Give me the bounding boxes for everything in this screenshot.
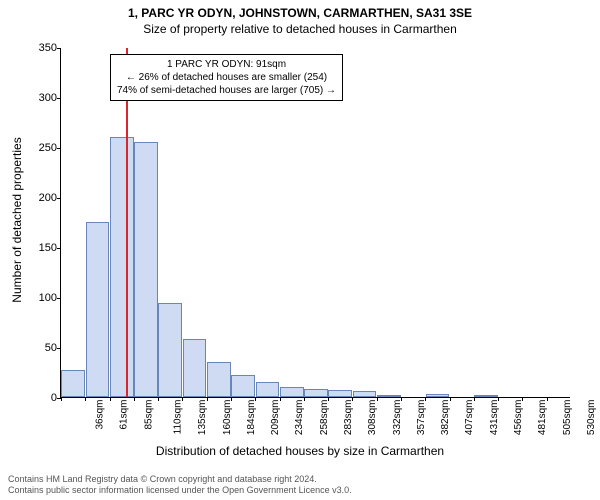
x-tick-label: 184sqm	[246, 400, 257, 436]
x-tick-mark	[182, 397, 183, 401]
y-tick-label: 150	[23, 242, 57, 254]
x-tick-label: 258sqm	[319, 400, 330, 436]
x-tick-label: 209sqm	[270, 400, 281, 436]
x-tick-label: 357sqm	[416, 400, 427, 436]
y-tick-mark	[57, 98, 61, 99]
histogram-bar	[256, 382, 280, 397]
annotation-box: 1 PARC YR ODYN: 91sqm ← 26% of detached …	[110, 54, 343, 101]
y-tick-mark	[57, 348, 61, 349]
histogram-bar	[134, 142, 158, 397]
histogram-bar	[474, 395, 498, 397]
annotation-line3: 74% of semi-detached houses are larger (…	[117, 84, 336, 97]
x-tick-label: 530sqm	[586, 400, 597, 436]
x-tick-mark	[522, 397, 523, 401]
x-tick-label: 160sqm	[222, 400, 233, 436]
histogram-bar	[304, 389, 328, 397]
y-tick-label: 300	[23, 92, 57, 104]
x-tick-mark	[280, 397, 281, 401]
x-tick-mark	[377, 397, 378, 401]
x-tick-mark	[85, 397, 86, 401]
y-tick-mark	[57, 198, 61, 199]
x-tick-label: 283sqm	[343, 400, 354, 436]
footer-line1: Contains HM Land Registry data © Crown c…	[8, 474, 592, 485]
x-tick-label: 382sqm	[440, 400, 451, 436]
x-tick-mark	[498, 397, 499, 401]
x-tick-mark	[352, 397, 353, 401]
x-tick-mark	[231, 397, 232, 401]
x-tick-mark	[207, 397, 208, 401]
histogram-bar	[280, 387, 304, 397]
chart-subtitle: Size of property relative to detached ho…	[0, 20, 600, 36]
y-tick-label: 100	[23, 292, 57, 304]
x-tick-label: 308sqm	[367, 400, 378, 436]
x-axis-label: Distribution of detached houses by size …	[0, 444, 600, 458]
x-tick-mark	[61, 397, 62, 401]
histogram-bar	[353, 391, 377, 397]
x-tick-mark	[547, 397, 548, 401]
y-tick-label: 0	[23, 392, 57, 404]
y-tick-label: 250	[23, 142, 57, 154]
x-tick-label: 456sqm	[513, 400, 524, 436]
x-tick-mark	[304, 397, 305, 401]
y-tick-label: 200	[23, 192, 57, 204]
histogram-bar	[231, 375, 255, 397]
x-tick-mark	[474, 397, 475, 401]
x-tick-mark	[158, 397, 159, 401]
y-tick-label: 50	[23, 342, 57, 354]
annotation-line1: 1 PARC YR ODYN: 91sqm	[117, 58, 336, 71]
histogram-bar	[61, 370, 85, 397]
footer-line2: Contains public sector information licen…	[8, 485, 592, 496]
histogram-bar	[183, 339, 207, 397]
x-tick-mark	[328, 397, 329, 401]
histogram-bar	[158, 303, 182, 397]
annotation-line2: ← 26% of detached houses are smaller (25…	[117, 71, 336, 84]
x-tick-mark	[110, 397, 111, 401]
histogram-bar	[110, 137, 134, 397]
y-tick-mark	[57, 248, 61, 249]
x-tick-label: 481sqm	[537, 400, 548, 436]
x-tick-label: 36sqm	[95, 400, 106, 430]
x-tick-mark	[255, 397, 256, 401]
x-tick-mark	[401, 397, 402, 401]
x-tick-label: 61sqm	[119, 400, 130, 430]
histogram-bar	[426, 394, 450, 397]
y-axis-label: Number of detached properties	[10, 137, 24, 302]
histogram-bar	[377, 395, 401, 397]
histogram-bar	[328, 390, 352, 397]
x-tick-label: 431sqm	[489, 400, 500, 436]
footer-attribution: Contains HM Land Registry data © Crown c…	[8, 474, 592, 496]
y-tick-mark	[57, 48, 61, 49]
x-tick-mark	[425, 397, 426, 401]
x-tick-label: 234sqm	[295, 400, 306, 436]
x-tick-label: 85sqm	[143, 400, 154, 430]
y-tick-label: 350	[23, 42, 57, 54]
x-tick-label: 110sqm	[172, 400, 183, 435]
chart-title-address: 1, PARC YR ODYN, JOHNSTOWN, CARMARTHEN, …	[0, 0, 600, 20]
x-tick-label: 407sqm	[465, 400, 476, 436]
histogram-bar	[207, 362, 231, 397]
x-tick-label: 505sqm	[562, 400, 573, 436]
x-tick-mark	[450, 397, 451, 401]
x-tick-label: 332sqm	[392, 400, 403, 436]
x-tick-mark	[134, 397, 135, 401]
x-tick-label: 135sqm	[197, 400, 208, 436]
chart-plot-area: 05010015020025030035036sqm61sqm85sqm110s…	[60, 48, 570, 398]
y-tick-mark	[57, 298, 61, 299]
histogram-bar	[86, 222, 110, 397]
y-tick-mark	[57, 148, 61, 149]
